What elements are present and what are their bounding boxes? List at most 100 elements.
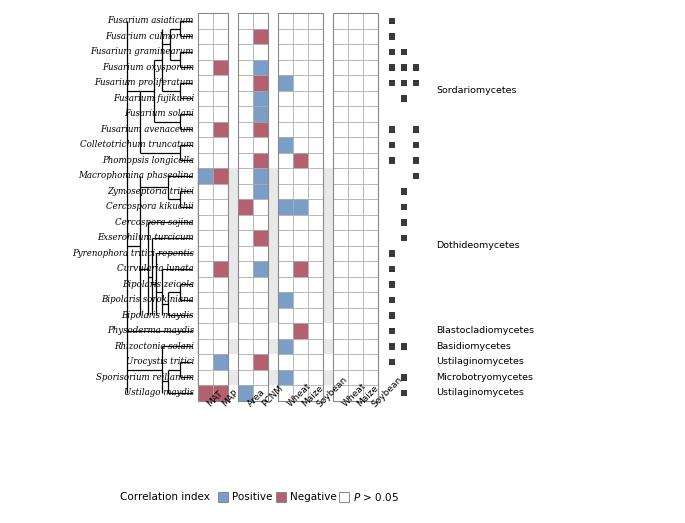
Bar bbox=[333, 214, 348, 230]
Bar bbox=[197, 308, 379, 323]
Bar bbox=[389, 250, 395, 256]
Bar bbox=[348, 13, 363, 28]
Bar bbox=[308, 230, 323, 245]
Bar bbox=[293, 153, 308, 168]
Bar bbox=[333, 308, 348, 323]
Text: Macrophomina phaseolina: Macrophomina phaseolina bbox=[78, 171, 194, 180]
Bar bbox=[198, 13, 213, 28]
Bar bbox=[293, 199, 308, 214]
Bar bbox=[363, 292, 378, 308]
Bar bbox=[198, 168, 213, 184]
Bar bbox=[278, 370, 293, 385]
Bar bbox=[333, 370, 348, 385]
Bar bbox=[389, 33, 395, 40]
Text: Bipolaris maydis: Bipolaris maydis bbox=[121, 311, 194, 320]
Bar bbox=[293, 60, 308, 75]
Bar bbox=[308, 370, 323, 385]
Bar bbox=[348, 121, 363, 137]
Bar bbox=[348, 308, 363, 323]
Bar bbox=[238, 28, 253, 44]
Bar bbox=[238, 137, 253, 153]
Bar bbox=[389, 64, 395, 71]
Bar bbox=[348, 168, 363, 184]
Bar bbox=[253, 214, 268, 230]
Text: Bipolaris zeicola: Bipolaris zeicola bbox=[122, 280, 194, 289]
Bar bbox=[413, 64, 419, 71]
Bar bbox=[293, 292, 308, 308]
Bar bbox=[333, 292, 348, 308]
Bar bbox=[308, 261, 323, 277]
Bar bbox=[401, 234, 408, 241]
Bar bbox=[197, 230, 379, 245]
Bar bbox=[198, 292, 213, 308]
Bar bbox=[213, 385, 228, 401]
Bar bbox=[253, 106, 268, 121]
Bar bbox=[308, 168, 323, 184]
Text: Dothideomycetes: Dothideomycetes bbox=[436, 241, 520, 250]
Bar bbox=[389, 358, 395, 365]
Bar bbox=[238, 75, 253, 90]
Bar bbox=[197, 261, 379, 277]
Text: Correlation index: Correlation index bbox=[120, 492, 210, 502]
Text: Curvularia lunata: Curvularia lunata bbox=[117, 264, 194, 273]
Bar bbox=[213, 28, 228, 44]
Bar bbox=[253, 277, 268, 292]
Bar bbox=[308, 385, 323, 401]
Bar bbox=[348, 338, 363, 354]
Text: Fusarium culmorum: Fusarium culmorum bbox=[105, 32, 194, 41]
Bar bbox=[363, 153, 378, 168]
Bar bbox=[293, 44, 308, 60]
Bar bbox=[197, 277, 379, 292]
Text: Physoderma maydis: Physoderma maydis bbox=[107, 326, 194, 335]
Bar bbox=[253, 385, 268, 401]
Bar bbox=[293, 184, 308, 199]
Bar bbox=[363, 168, 378, 184]
Text: Wheat: Wheat bbox=[286, 382, 312, 409]
Bar bbox=[348, 28, 363, 44]
Bar bbox=[389, 142, 395, 148]
Bar bbox=[253, 370, 268, 385]
Bar bbox=[253, 44, 268, 60]
Bar bbox=[198, 338, 213, 354]
Bar bbox=[238, 106, 253, 121]
Bar bbox=[238, 184, 253, 199]
Bar bbox=[238, 13, 253, 28]
Bar bbox=[363, 230, 378, 245]
Bar bbox=[363, 184, 378, 199]
Bar bbox=[308, 90, 323, 106]
Bar bbox=[348, 184, 363, 199]
Bar bbox=[278, 323, 293, 338]
Bar bbox=[308, 308, 323, 323]
Bar bbox=[293, 354, 308, 370]
Bar bbox=[293, 245, 308, 261]
Bar bbox=[213, 245, 228, 261]
Text: Basidiomycetes: Basidiomycetes bbox=[436, 342, 511, 351]
Bar bbox=[413, 79, 419, 86]
Bar bbox=[197, 168, 379, 184]
Bar bbox=[238, 90, 253, 106]
Bar bbox=[238, 323, 253, 338]
Bar bbox=[363, 308, 378, 323]
Bar bbox=[198, 60, 213, 75]
Bar bbox=[253, 13, 268, 28]
Bar bbox=[278, 168, 293, 184]
Bar bbox=[401, 64, 408, 71]
Bar bbox=[238, 245, 253, 261]
Bar bbox=[293, 75, 308, 90]
Bar bbox=[363, 323, 378, 338]
Bar bbox=[363, 106, 378, 121]
Bar bbox=[348, 370, 363, 385]
Bar bbox=[198, 230, 213, 245]
Bar bbox=[333, 13, 378, 401]
Bar bbox=[293, 168, 308, 184]
Text: Fusarium solani: Fusarium solani bbox=[124, 109, 194, 118]
Bar bbox=[308, 153, 323, 168]
Text: Soybean: Soybean bbox=[371, 375, 405, 409]
Bar bbox=[213, 137, 228, 153]
Bar bbox=[278, 214, 293, 230]
Bar bbox=[198, 308, 213, 323]
Bar bbox=[293, 90, 308, 106]
Bar bbox=[238, 308, 253, 323]
Bar bbox=[253, 230, 268, 245]
Text: Ustilaginomycetes: Ustilaginomycetes bbox=[436, 388, 524, 397]
